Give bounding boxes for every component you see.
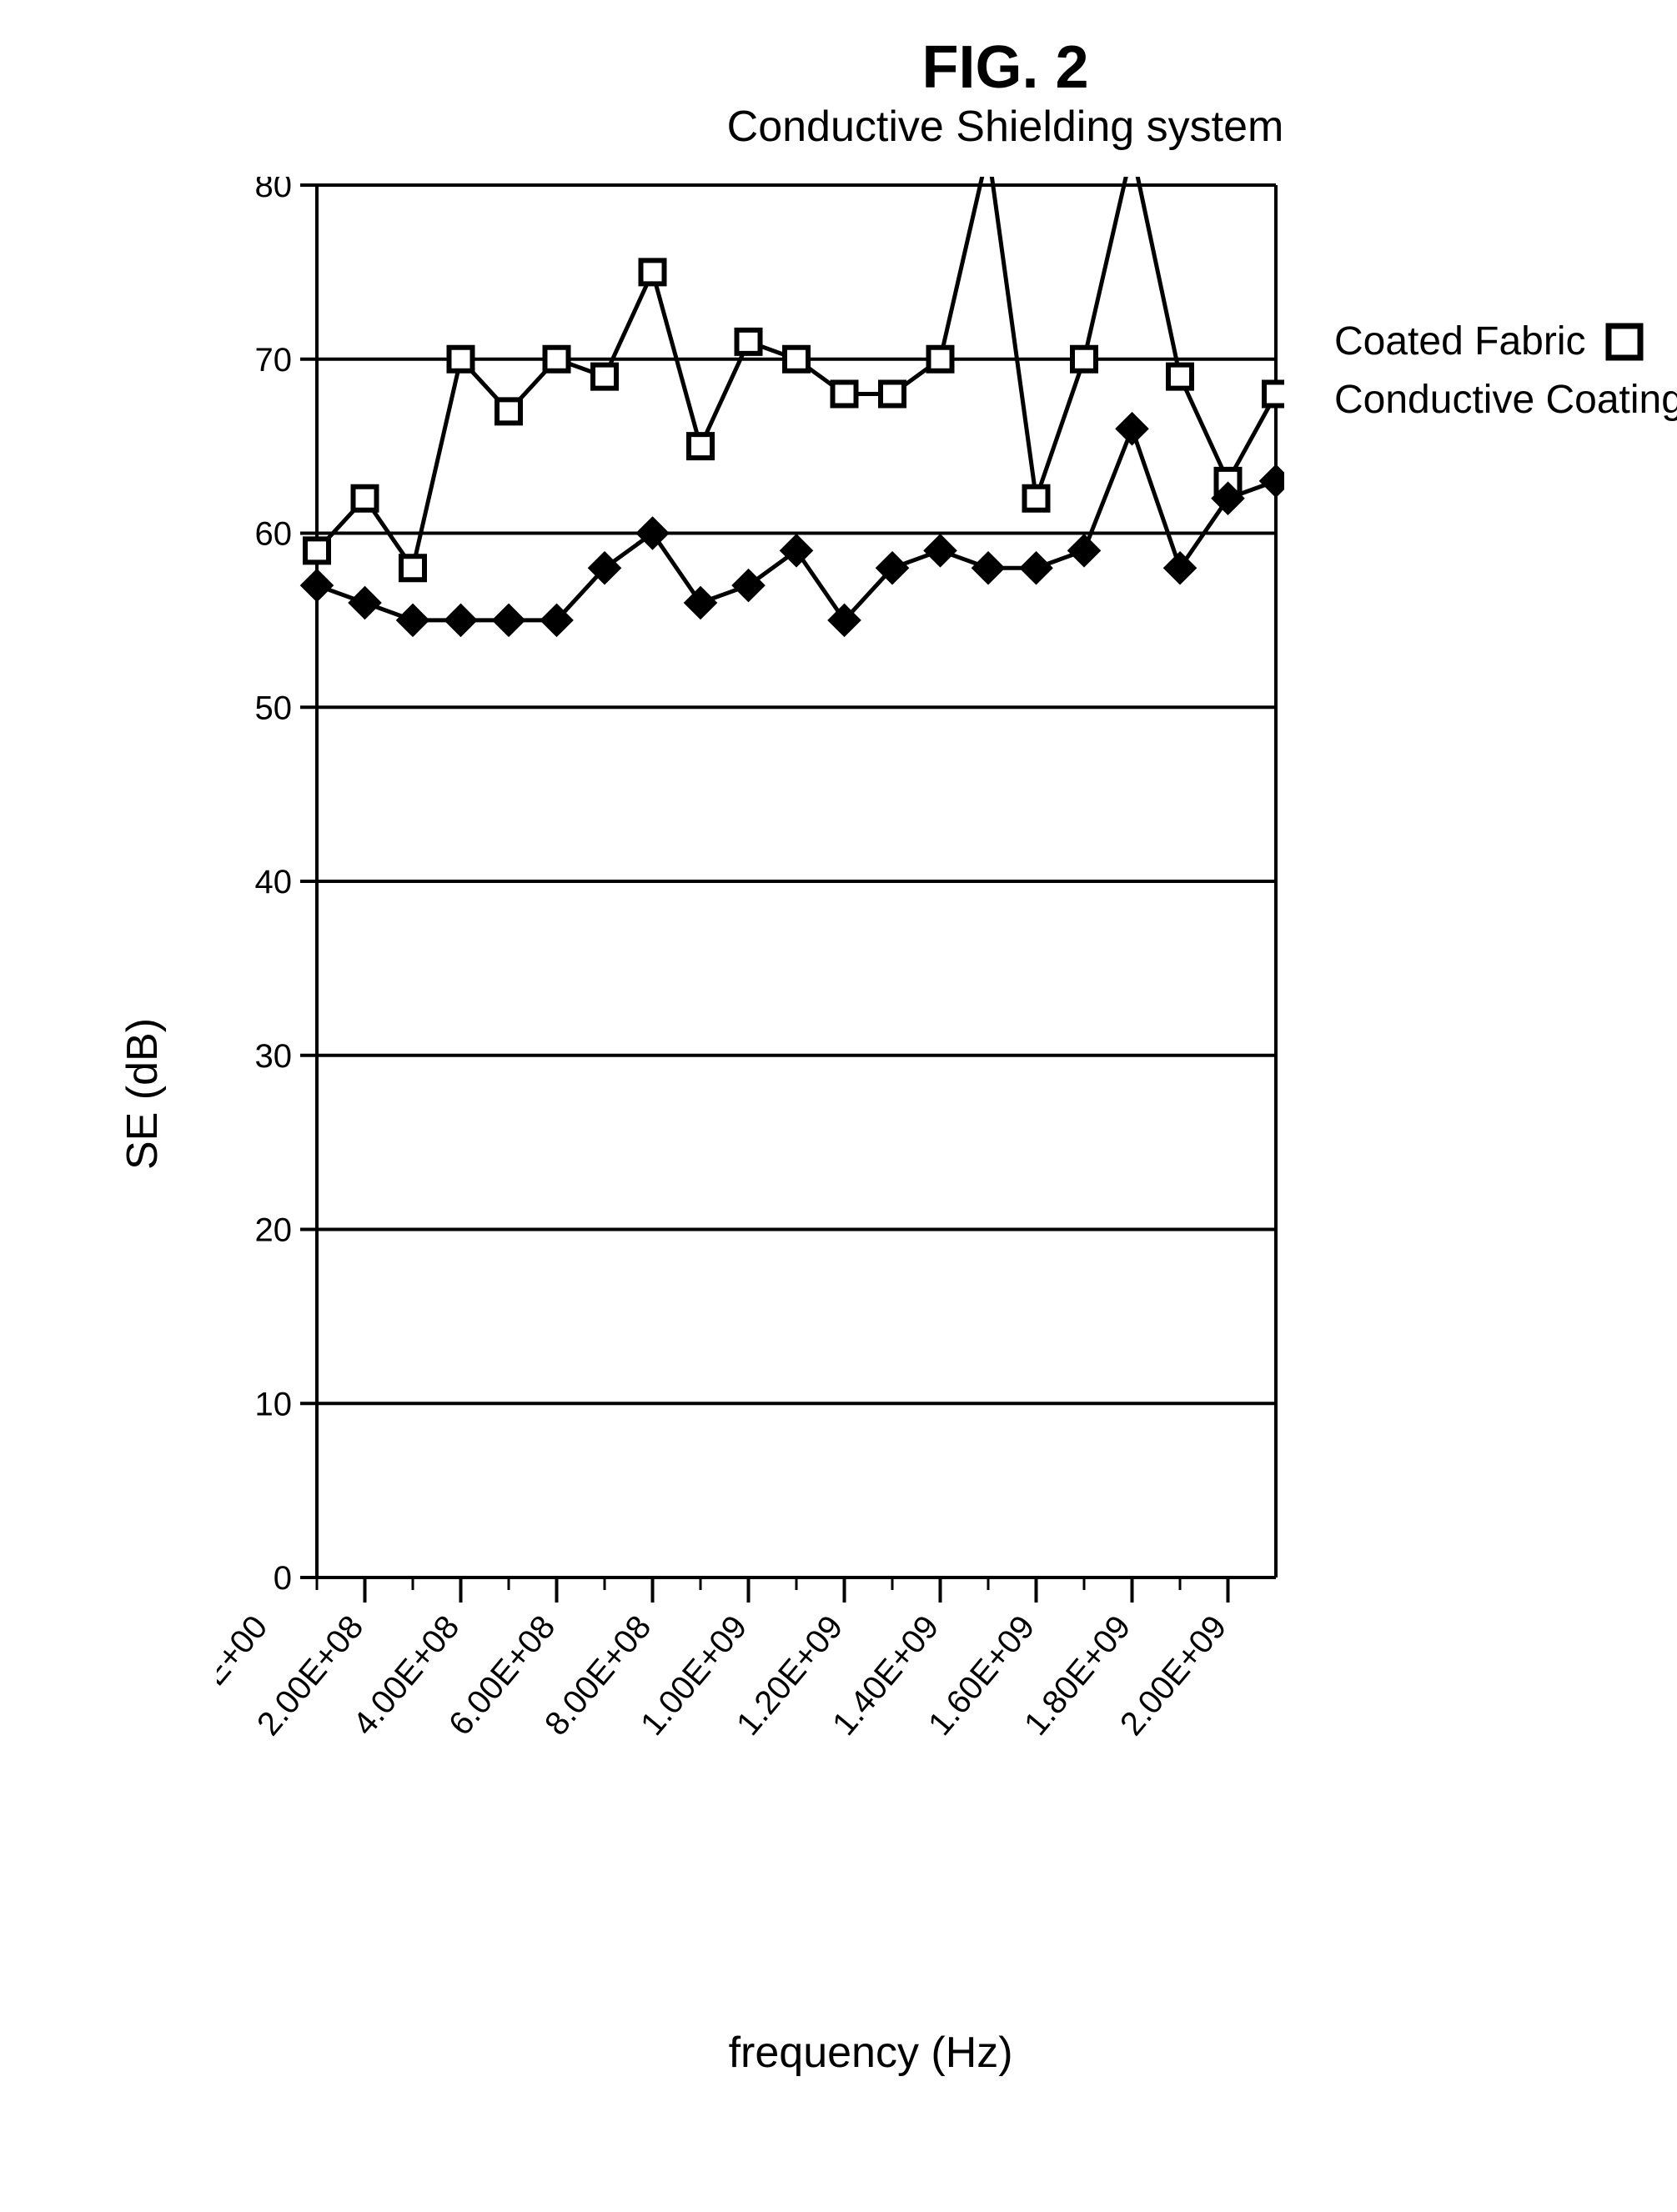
figure-label: FIG. 2 bbox=[367, 33, 1644, 102]
y-axis-label: SE (dB) bbox=[118, 1018, 168, 1170]
legend-label: Conductive Coating bbox=[1334, 377, 1677, 423]
legend-label: Coated Fabric bbox=[1334, 319, 1585, 364]
svg-text:30: 30 bbox=[255, 1038, 293, 1075]
svg-text:0: 0 bbox=[274, 1560, 292, 1597]
svg-text:40: 40 bbox=[255, 864, 293, 900]
svg-text:20: 20 bbox=[255, 1212, 293, 1249]
svg-text:70: 70 bbox=[255, 342, 293, 379]
chart-container: FIG. 2 Conductive Shielding system SE (d… bbox=[33, 33, 1644, 2179]
svg-text:60: 60 bbox=[255, 516, 293, 553]
square-open-icon bbox=[1602, 319, 1647, 364]
svg-text:50: 50 bbox=[255, 690, 293, 726]
svg-text:10: 10 bbox=[255, 1386, 293, 1422]
svg-text:80: 80 bbox=[255, 177, 293, 204]
chart-body: SE (dB) 010203040506070800.00E+002.00E+0… bbox=[33, 177, 1644, 2011]
chart-title: Conductive Shielding system bbox=[367, 102, 1644, 152]
legend: Coated Fabric Conductive Coating bbox=[1334, 319, 1677, 435]
x-axis-label: frequency (Hz) bbox=[729, 2028, 1013, 2078]
legend-item: Conductive Coating bbox=[1334, 377, 1677, 423]
plot-area: 010203040506070800.00E+002.00E+084.00E+0… bbox=[217, 177, 1284, 2011]
legend-item: Coated Fabric bbox=[1334, 319, 1677, 364]
